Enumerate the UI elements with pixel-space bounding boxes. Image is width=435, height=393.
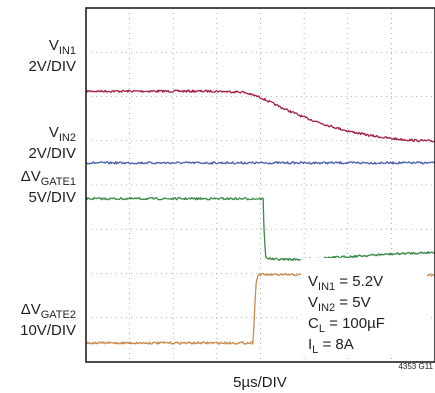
label-vgate1: ΔVGATE1 bbox=[21, 168, 76, 188]
trace-vgate1 bbox=[85, 196, 435, 262]
condition-vin2: VIN2 = 5V bbox=[308, 294, 371, 314]
condition-il: IL = 8A bbox=[308, 336, 354, 356]
label-vin2: VIN2 bbox=[49, 124, 76, 144]
condition-cl: CL = 100µF bbox=[308, 315, 385, 335]
label-vgate2: ΔVGATE2 bbox=[21, 301, 76, 321]
label-vgate2-scale: 10V/DIV bbox=[20, 322, 76, 339]
label-vgate1-scale: 5V/DIV bbox=[28, 189, 76, 206]
test-conditions: VIN1 = 5.2V VIN2 = 5V CL = 100µF IL = 8A bbox=[301, 258, 427, 356]
trace-vin2 bbox=[85, 161, 435, 165]
trace-vin1 bbox=[85, 89, 435, 143]
figure-id: 4353 G11 bbox=[398, 362, 433, 371]
x-axis-label: 5µs/DIV bbox=[233, 374, 287, 391]
label-vin1: VIN1 bbox=[49, 37, 76, 57]
label-vin1-scale: 2V/DIV bbox=[28, 58, 76, 75]
condition-vin1: VIN1 = 5.2V bbox=[308, 273, 383, 293]
label-vin2-scale: 2V/DIV bbox=[28, 145, 76, 162]
plot-frame bbox=[85, 7, 435, 363]
conditions-backdrop bbox=[301, 258, 427, 354]
